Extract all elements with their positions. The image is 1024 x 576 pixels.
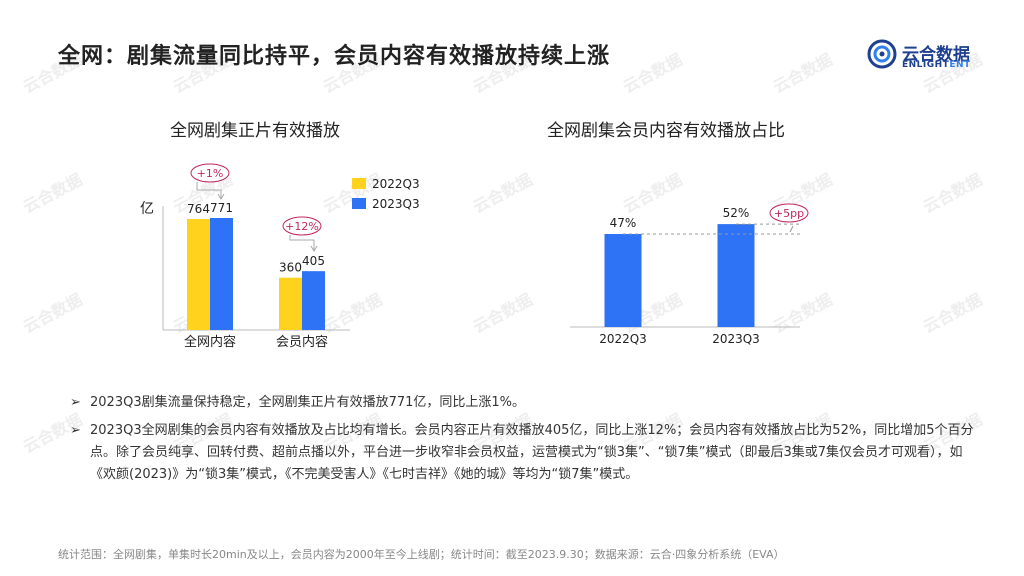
chart1-x-tick-label: 会员内容 [276,334,328,350]
chart2-title: 全网剧集会员内容有效播放占比 [547,121,785,141]
bullet-arrow-icon: ➢ [70,395,81,410]
bullet-arrow-icon: ➢ [70,423,81,438]
chart1-data-label: 360 [279,261,302,275]
chart1-x-tick-label: 全网内容 [184,334,236,350]
company-logo: 云合数据 ENLIGHTENT [866,38,996,78]
bullet-item-1: ➢ 2023Q3剧集流量保持稳定，全网剧集正片有效播放771亿，同比上涨1%。 [70,392,980,414]
chart1-annotation-2-arrow-icon [310,245,318,252]
chart1-legend-swatch-2022Q3 [352,178,366,189]
logo-mark-icon [867,39,897,69]
logo-text-en-a: ENLIGHT [902,60,950,70]
chart1-annotation-1-label: +1% [197,167,224,180]
chart1-legend-swatch-2023Q3 [352,198,366,209]
chart1-annotation-1-connector [196,182,222,198]
logo-text-en: ENLIGHTENT [902,60,971,70]
chart1-data-label: 771 [210,201,233,215]
chart1-bar-2022Q3-全网内容 [187,219,210,330]
chart2-gap-marker [789,225,794,233]
chart1-annotation-2-bubble [282,216,322,236]
logo-text-cn: 云合数据 [902,45,970,65]
chart2-bar-2022Q3 [604,234,642,327]
bullet-list: ➢ 2023Q3剧集流量保持稳定，全网剧集正片有效播放771亿，同比上涨1%。 … [70,392,980,492]
bullet-text-1: 2023Q3剧集流量保持稳定，全网剧集正片有效播放771亿，同比上涨1%。 [90,395,526,410]
chart1-title: 全网剧集正片有效播放 [170,121,340,141]
chart2-annotation-label: +5pp [774,207,804,220]
bullet-item-2: ➢ 2023Q3全网剧集的会员内容有效播放及占比均有增长。会员内容正片有效播放4… [70,420,980,486]
charts-canvas: 亿 764 771 全网内容 360 405 会员内容 +1% +12% 2022Q3 2023Q3… [140,163,809,350]
chart1-legend-label: 2022Q3 [372,177,420,191]
chart2-x-tick-label: 2023Q3 [712,332,760,346]
chart2-bar-2023Q3 [717,224,755,327]
chart1-data-label: 405 [302,254,325,268]
chart2-data-label: 47% [610,216,637,230]
chart1-data-label: 764 [187,202,210,216]
chart1-legend-label: 2023Q3 [372,197,420,211]
logo-text-en-b: ENT [949,60,971,70]
chart2-data-label: 52% [723,206,750,220]
chart1-bar-2023Q3-会员内容 [302,271,325,330]
chart1-annotation-2-connector [289,235,315,250]
page-title: 全网：剧集流量同比持平，会员内容有效播放持续上涨 [58,44,611,69]
chart1-annotation-1-bubble [190,163,230,183]
chart1-bar-2022Q3-会员内容 [279,277,302,330]
footer-note: 统计范围：全网剧集，单集时长20min及以上，会员内容为2000年至今上线剧；统… [58,548,785,561]
chart1-bar-2023Q3-全网内容 [210,218,233,330]
chart2-x-tick-label: 2022Q3 [599,332,647,346]
bullet-text-2: 2023Q3全网剧集的会员内容有效播放及占比均有增长。会员内容正片有效播放405… [90,423,974,482]
chart2-annotation-bubble [769,203,809,223]
chart1-annotation-2-label: +12% [285,220,319,233]
chart1-y-unit: 亿 [140,201,154,217]
chart1-annotation-1-arrow-icon [217,193,225,200]
